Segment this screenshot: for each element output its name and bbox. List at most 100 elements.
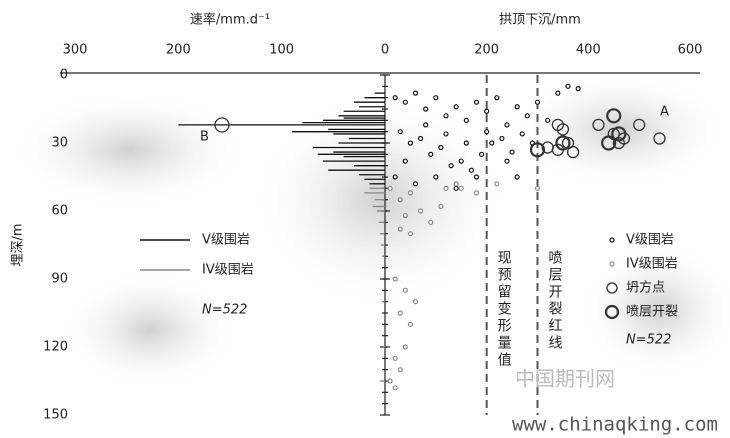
settlement-point (458, 158, 464, 164)
settlement-point (463, 117, 469, 123)
collapse-point (592, 118, 605, 132)
reference-label: 喷层开裂红线 (547, 250, 563, 352)
settlement-point (504, 158, 510, 164)
settlement-point (402, 344, 408, 350)
settlement-point (463, 140, 469, 146)
settlement-point (494, 181, 500, 187)
settlement-point (392, 276, 398, 282)
background (10, 70, 730, 390)
settlement-point (392, 385, 398, 391)
legend-swatch (609, 237, 615, 243)
legend-note: N=522 (202, 303, 247, 318)
settlement-point (397, 367, 403, 373)
settlement-point (402, 212, 408, 219)
settlement-point (433, 174, 439, 180)
y-tick-label: 0 (60, 68, 68, 83)
settlement-point (423, 106, 429, 112)
x1-tick-label: 200 (166, 43, 191, 58)
y-tick-label: 120 (43, 340, 68, 355)
settlement-point (412, 90, 419, 96)
settlement-point (519, 131, 525, 137)
settlement-point (453, 104, 459, 110)
settlement-point (473, 190, 480, 196)
crack-point (555, 135, 571, 151)
x2-tick-label: 200 (474, 43, 499, 58)
settlement-point (438, 203, 444, 210)
annotation: A (660, 105, 669, 120)
settlement-point (458, 185, 464, 191)
annotation-marker (214, 117, 230, 133)
x1-tick-label: 100 (269, 43, 294, 58)
legend-label: 坍方点 (626, 280, 665, 296)
legend-label: IV级围岩 (202, 263, 254, 278)
settlement-point (514, 104, 520, 110)
watermark: 中国期刊网 (515, 367, 615, 391)
settlement-point (438, 144, 444, 151)
settlement-point (504, 122, 510, 128)
settlement-point (489, 140, 495, 146)
collapse-point (566, 145, 580, 159)
settlement-point (499, 135, 505, 142)
settlement-point (433, 95, 439, 101)
settlement-point (443, 131, 449, 137)
y-tick-label: 60 (51, 204, 68, 219)
annotation: B (200, 130, 209, 145)
settlement-point (443, 185, 449, 191)
legend-label: 喷层开裂 (626, 305, 678, 320)
legend-note: N=522 (626, 333, 671, 348)
settlement-point (392, 174, 398, 180)
crack-point (529, 142, 546, 158)
y-tick-label: 90 (51, 272, 68, 287)
settlement-point (407, 231, 414, 237)
settlement-point (575, 85, 581, 92)
x1-tick-label: 0 (381, 43, 389, 58)
settlement-point (392, 355, 398, 361)
crack-point (601, 135, 617, 151)
collapse-point (653, 132, 666, 145)
crack-point (606, 108, 622, 124)
settlement-point (402, 287, 408, 293)
settlement-point (402, 158, 408, 164)
settlement-point (514, 174, 520, 180)
x1-label: 速率/mm.d⁻¹ (190, 12, 270, 28)
settlement-point (423, 122, 429, 128)
settlement-point (387, 185, 393, 191)
settlement-point (484, 129, 490, 135)
settlement-point (484, 108, 490, 114)
y-tick-label: 30 (51, 136, 68, 151)
settlement-point (555, 90, 561, 96)
watermark: www.chinaqking.com (512, 414, 718, 436)
x1-tick-label: 300 (63, 43, 88, 58)
legend-label: IV级围岩 (626, 257, 678, 272)
settlement-point (428, 219, 434, 225)
settlement-point (443, 113, 449, 119)
settlement-point (534, 99, 541, 105)
settlement-point (407, 140, 414, 146)
x2-tick-label: 400 (576, 43, 601, 58)
settlement-point (407, 190, 414, 196)
settlement-point (545, 117, 551, 123)
settlement-point (453, 185, 459, 191)
settlement-point (478, 151, 485, 157)
legend-label: V级围岩 (626, 233, 674, 248)
collapse-point (633, 118, 646, 132)
legend-swatch (604, 304, 620, 320)
settlement-point (397, 226, 403, 232)
settlement-point (534, 185, 541, 191)
settlement-point (407, 321, 414, 327)
settlement-point (565, 83, 571, 89)
crack-point (611, 126, 627, 142)
settlement-point (412, 181, 419, 187)
collapse-point (617, 132, 631, 145)
settlement-point (397, 197, 403, 203)
reference-label: 现预留变形量值 (496, 250, 512, 369)
settlement-point (417, 135, 424, 142)
settlement-point (412, 299, 419, 305)
settlement-point (473, 99, 480, 105)
settlement-point (397, 129, 403, 135)
collapse-point (556, 123, 570, 136)
x2-tick-label: 600 (678, 43, 703, 58)
settlement-point (473, 174, 480, 180)
y-tick-label: 150 (43, 408, 68, 423)
